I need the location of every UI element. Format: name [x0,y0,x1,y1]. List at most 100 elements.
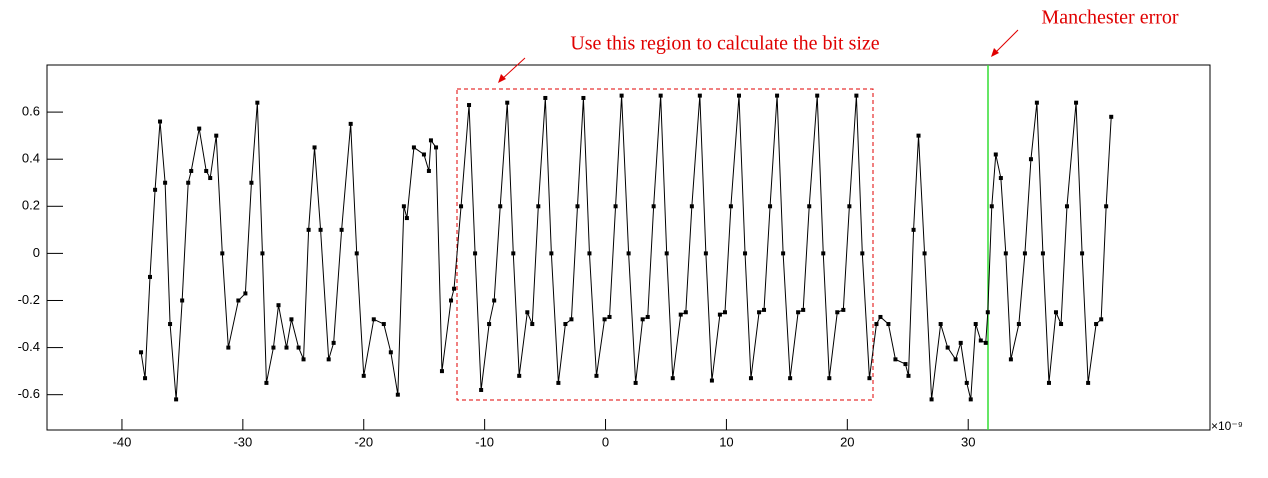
point [487,322,492,327]
point [796,310,801,315]
point [401,204,406,209]
point [452,286,457,291]
point [626,251,631,256]
point [697,93,702,98]
point [421,152,426,157]
point [670,376,675,381]
point [411,145,416,150]
point [312,145,317,150]
point [860,251,865,256]
point [1022,251,1027,256]
point [762,307,767,312]
frame [46,64,1211,431]
point [276,303,281,308]
point [530,322,535,327]
point [498,204,503,209]
point [434,145,439,150]
y-tick-label: -0.4 [18,339,40,354]
point [619,93,624,98]
arrow [500,57,526,81]
point [473,251,478,256]
point [985,310,990,315]
point [1099,317,1104,322]
point [728,204,733,209]
arrow [993,29,1019,55]
point [426,168,431,173]
point [236,298,241,303]
point [197,126,202,131]
point [348,121,353,126]
point [594,373,599,378]
point [163,180,168,185]
point [439,369,444,374]
point [1034,100,1039,105]
point [139,350,144,355]
point [271,345,276,350]
point [983,340,988,345]
point [449,298,454,303]
point [543,95,548,100]
x-tick-label: 0 [602,434,609,449]
y-tick-label: -0.6 [18,386,40,401]
point [1104,204,1109,209]
point [878,314,883,319]
point [788,376,793,381]
point [318,227,323,232]
point [381,322,386,327]
point [633,380,638,385]
point [168,322,173,327]
point [180,298,185,303]
x-tick-label: -20 [354,434,373,449]
point [354,251,359,256]
arrow-head [991,48,999,57]
point [613,204,618,209]
point [602,317,607,322]
point [847,204,852,209]
point [517,373,522,378]
point [911,227,916,232]
point [807,204,812,209]
point [709,378,714,383]
point [781,251,786,256]
point [978,338,983,343]
point [998,176,1003,181]
point [479,387,484,392]
point [757,310,762,315]
point [301,357,306,362]
point [722,310,727,315]
point [174,397,179,402]
point [651,204,656,209]
x-exponent: ×10⁻⁹ [1211,419,1243,433]
point [1074,100,1079,105]
point [143,376,148,381]
annotation: Manchester error [1041,7,1178,29]
point [459,204,464,209]
point [903,362,908,367]
point [1016,322,1021,327]
point [587,251,592,256]
y-tick-label: 0 [33,245,40,260]
point [893,357,898,362]
point [563,322,568,327]
point [1053,310,1058,315]
annotation: Use this region to calculate the bit siz… [570,33,879,55]
point [404,216,409,221]
point [993,152,998,157]
point [964,380,969,385]
point [973,322,978,327]
region-box [456,88,874,401]
point [220,251,225,256]
point [922,251,927,256]
arrow-head [498,74,506,83]
point [158,119,163,124]
point [717,312,722,317]
point [835,310,840,315]
point [243,291,248,296]
point [1003,251,1008,256]
point [768,204,773,209]
point [549,251,554,256]
point [874,322,879,327]
point [214,133,219,138]
point [536,204,541,209]
